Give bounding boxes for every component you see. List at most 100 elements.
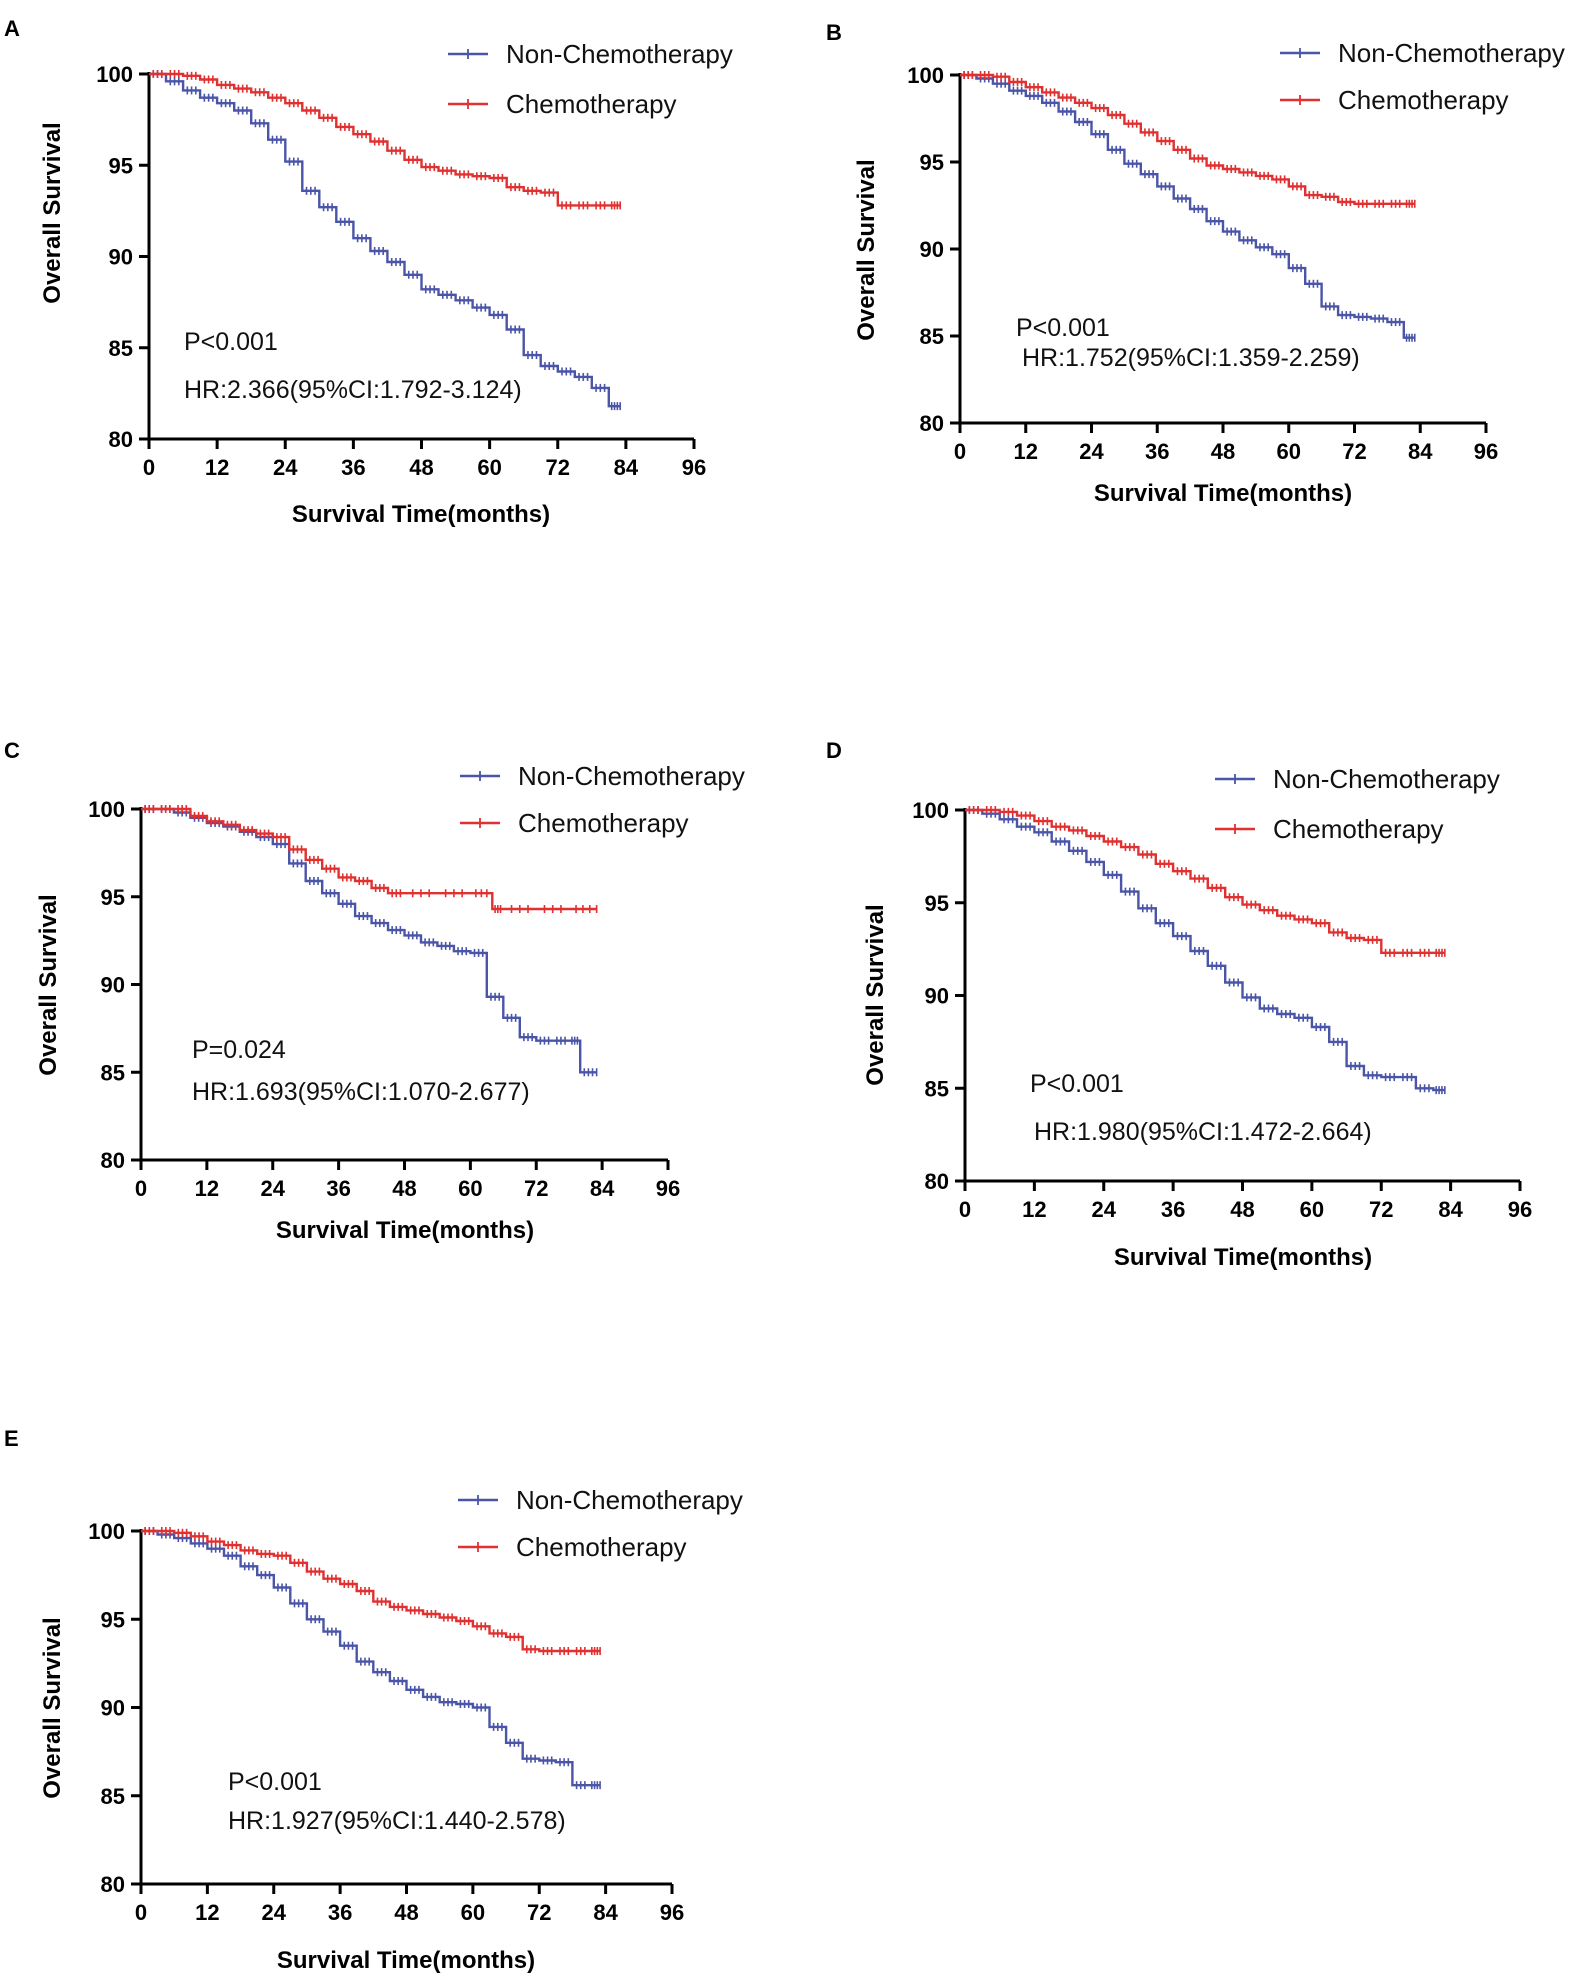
p-value-annotation: P<0.001 (228, 1768, 322, 1796)
panel-c: C 0 12 24 36 48 60 72 84 96 80 85 90 95 100 Survival Ti… (4, 738, 745, 1244)
x-tick-label: 24 (261, 1176, 286, 1201)
y-tick-label: 95 (101, 1607, 125, 1632)
x-axis-title: Survival Time(months) (277, 1947, 535, 1974)
p-value-annotation: P<0.001 (184, 328, 278, 356)
x-axis-title: Survival Time(months) (1114, 1244, 1372, 1271)
x-tick-label: 84 (614, 455, 639, 480)
y-tick-label: 80 (101, 1148, 125, 1173)
y-axis-title: Overall Survival (35, 894, 62, 1075)
x-tick-label: 48 (409, 455, 433, 480)
panel-b: B 0 12 24 36 48 60 72 84 96 80 85 90 95 100 Survival Ti… (826, 20, 1565, 507)
x-tick-label: 48 (394, 1900, 418, 1925)
y-axis-title: Overall Survival (39, 1617, 66, 1798)
x-tick-label: 48 (1211, 439, 1235, 464)
legend-label: Non-Chemotherapy (506, 39, 733, 69)
p-value-annotation: P<0.001 (1030, 1070, 1124, 1098)
x-tick-label: 36 (326, 1176, 350, 1201)
x-tick-label: 36 (328, 1900, 352, 1925)
series-chemotherapy (965, 806, 1446, 957)
y-tick-label: 80 (925, 1169, 949, 1194)
x-tick-label: 96 (1508, 1197, 1532, 1222)
x-axis-title: Survival Time(months) (292, 501, 550, 528)
legend-label: Chemotherapy (516, 1532, 687, 1562)
panel-letter: D (826, 738, 842, 763)
x-tick-label: 0 (135, 1176, 147, 1201)
x-tick-label: 12 (1022, 1197, 1046, 1222)
hazard-ratio-annotation: HR:1.693(95%CI:1.070-2.677) (192, 1078, 530, 1106)
x-tick-label: 84 (590, 1176, 615, 1201)
x-axis-title: Survival Time(months) (1094, 480, 1352, 507)
legend-label: Non-Chemotherapy (1338, 38, 1565, 68)
x-tick-label: 96 (682, 455, 706, 480)
panel-a: A 0 12 24 36 48 60 72 84 96 80 85 90 95 100 Survival Ti… (4, 16, 733, 528)
p-value-annotation: P=0.024 (192, 1036, 286, 1064)
legend-label: Non-Chemotherapy (1273, 764, 1500, 794)
series-chemotherapy (149, 70, 621, 210)
y-tick-label: 90 (920, 237, 944, 262)
y-axis-title: Overall Survival (853, 159, 880, 340)
x-tick-label: 36 (341, 455, 365, 480)
series-chemotherapy (960, 71, 1416, 208)
y-tick-label: 100 (907, 63, 944, 88)
x-tick-label: 12 (195, 1900, 219, 1925)
x-tick-label: 60 (458, 1176, 482, 1201)
y-tick-label: 80 (101, 1872, 125, 1897)
y-tick-label: 90 (101, 973, 125, 998)
x-axis-title: Survival Time(months) (276, 1217, 534, 1244)
panel-letter: A (4, 16, 20, 41)
y-tick-label: 100 (88, 797, 125, 822)
series-non-chemotherapy (141, 1527, 601, 1790)
y-tick-label: 80 (920, 411, 944, 436)
hazard-ratio-annotation: HR:1.927(95%CI:1.440-2.578) (228, 1807, 566, 1835)
x-tick-label: 72 (1369, 1197, 1393, 1222)
series-non-chemotherapy (965, 806, 1446, 1095)
panel-e: E 0 12 24 36 48 60 72 84 96 80 85 90 95 100 Survival Ti… (4, 1426, 743, 1974)
y-tick-label: 95 (101, 885, 125, 910)
x-tick-label: 24 (1092, 1197, 1117, 1222)
legend-label: Non-Chemotherapy (518, 761, 745, 791)
survival-curve (141, 807, 597, 1074)
x-tick-label: 0 (135, 1900, 147, 1925)
x-tick-label: 72 (1342, 439, 1366, 464)
legend-label: Chemotherapy (506, 89, 677, 119)
series-chemotherapy (141, 1527, 601, 1656)
y-tick-label: 90 (109, 245, 133, 270)
y-axis-title: Overall Survival (39, 122, 66, 303)
survival-curve (960, 73, 1415, 339)
p-value-annotation: P<0.001 (1016, 314, 1110, 342)
x-tick-label: 36 (1145, 439, 1169, 464)
survival-curve (965, 808, 1445, 1092)
x-tick-label: 60 (461, 1900, 485, 1925)
x-tick-label: 12 (205, 455, 229, 480)
x-tick-label: 60 (477, 455, 501, 480)
x-tick-label: 12 (195, 1176, 219, 1201)
survival-curve (141, 1529, 601, 1787)
x-tick-label: 0 (954, 439, 966, 464)
y-tick-label: 95 (920, 150, 944, 175)
y-tick-label: 85 (920, 324, 944, 349)
panel-letter: C (4, 738, 20, 763)
y-axis-title: Overall Survival (862, 904, 889, 1085)
series-non-chemotherapy (149, 70, 621, 411)
x-tick-label: 96 (1474, 439, 1498, 464)
y-tick-label: 100 (88, 1519, 125, 1544)
x-tick-label: 72 (546, 455, 570, 480)
series-non-chemotherapy (960, 71, 1416, 342)
panel-d: D 0 12 24 36 48 60 72 84 96 80 85 90 95 100 Survival Ti… (826, 738, 1532, 1271)
y-tick-label: 100 (96, 62, 133, 87)
y-tick-label: 80 (109, 427, 133, 452)
y-tick-label: 95 (109, 153, 133, 178)
panel-letter: B (826, 20, 842, 45)
x-tick-label: 60 (1300, 1197, 1324, 1222)
x-tick-label: 60 (1277, 439, 1301, 464)
legend-label: Chemotherapy (1338, 85, 1509, 115)
y-tick-label: 85 (925, 1076, 949, 1101)
x-tick-label: 84 (1408, 439, 1433, 464)
x-tick-label: 72 (527, 1900, 551, 1925)
x-tick-label: 48 (1230, 1197, 1254, 1222)
y-tick-label: 90 (925, 984, 949, 1009)
panel-letter: E (4, 1426, 19, 1451)
x-tick-label: 96 (656, 1176, 680, 1201)
x-tick-label: 84 (1438, 1197, 1463, 1222)
